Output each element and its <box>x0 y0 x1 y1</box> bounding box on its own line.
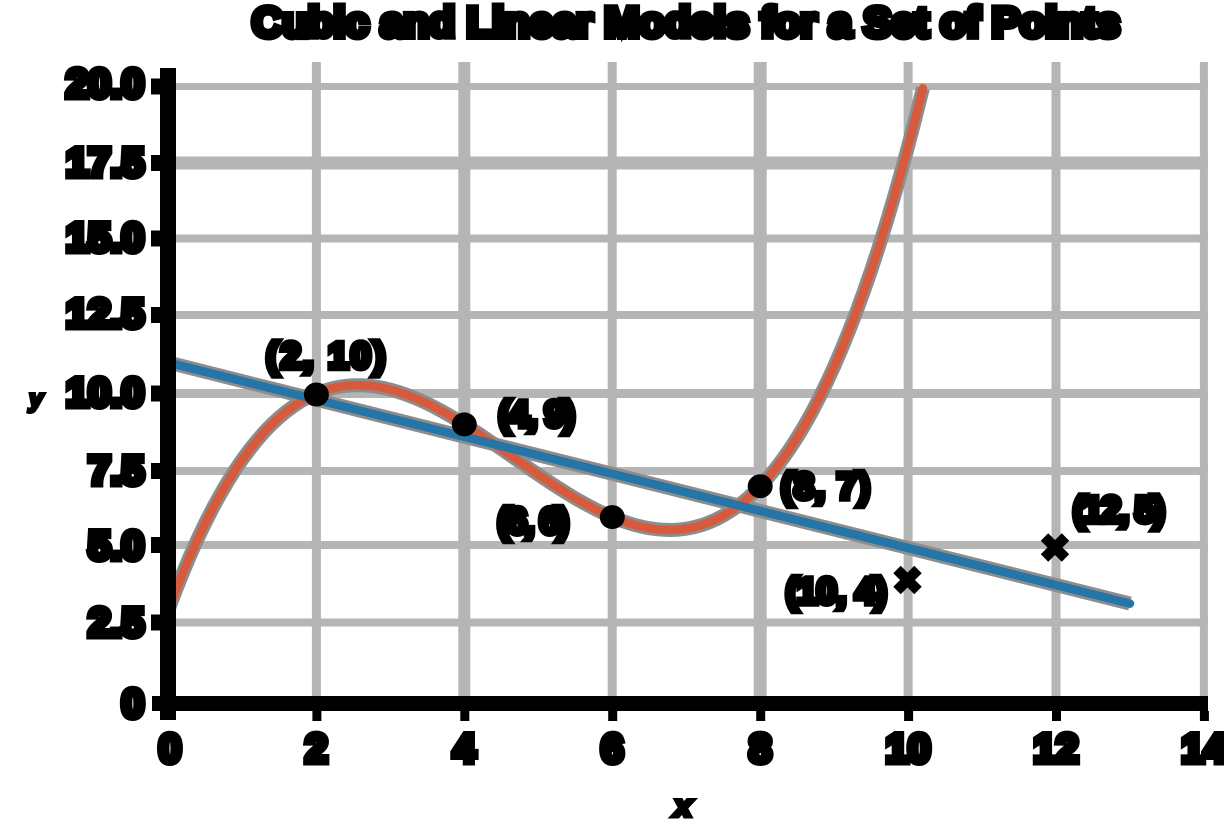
svg-text:2.5: 2.5 <box>88 601 144 645</box>
svg-text:7.5: 7.5 <box>88 449 144 493</box>
svg-text:14: 14 <box>1182 727 1224 771</box>
svg-text:10.0: 10.0 <box>66 371 144 415</box>
svg-text:y: y <box>28 386 44 413</box>
svg-text:(8, 7): (8, 7) <box>781 466 871 507</box>
svg-text:12: 12 <box>1034 727 1079 771</box>
svg-text:5.0: 5.0 <box>88 524 144 568</box>
svg-text:17.5: 17.5 <box>66 141 144 185</box>
svg-text:(12, 5): (12, 5) <box>1073 489 1164 530</box>
svg-text:(6, 6): (6, 6) <box>497 501 568 542</box>
svg-text:12.5: 12.5 <box>66 292 144 336</box>
svg-text:0: 0 <box>159 727 181 771</box>
svg-text:0: 0 <box>122 682 144 726</box>
svg-text:15.0: 15.0 <box>66 216 144 260</box>
svg-text:2: 2 <box>305 727 327 771</box>
svg-text:x: x <box>673 790 693 823</box>
svg-text:20.0: 20.0 <box>66 62 144 106</box>
svg-text:8: 8 <box>749 727 771 771</box>
svg-text:(10, 4): (10, 4) <box>786 571 887 612</box>
svg-text:Cubic and Linear Models for a: Cubic and Linear Models for a Set of Poi… <box>252 0 1120 46</box>
svg-text:(4, 9): (4, 9) <box>498 394 574 435</box>
svg-text:(2, 10): (2, 10) <box>266 335 388 376</box>
svg-text:4: 4 <box>453 727 476 771</box>
svg-text:10: 10 <box>886 727 931 771</box>
svg-text:6: 6 <box>601 727 623 771</box>
